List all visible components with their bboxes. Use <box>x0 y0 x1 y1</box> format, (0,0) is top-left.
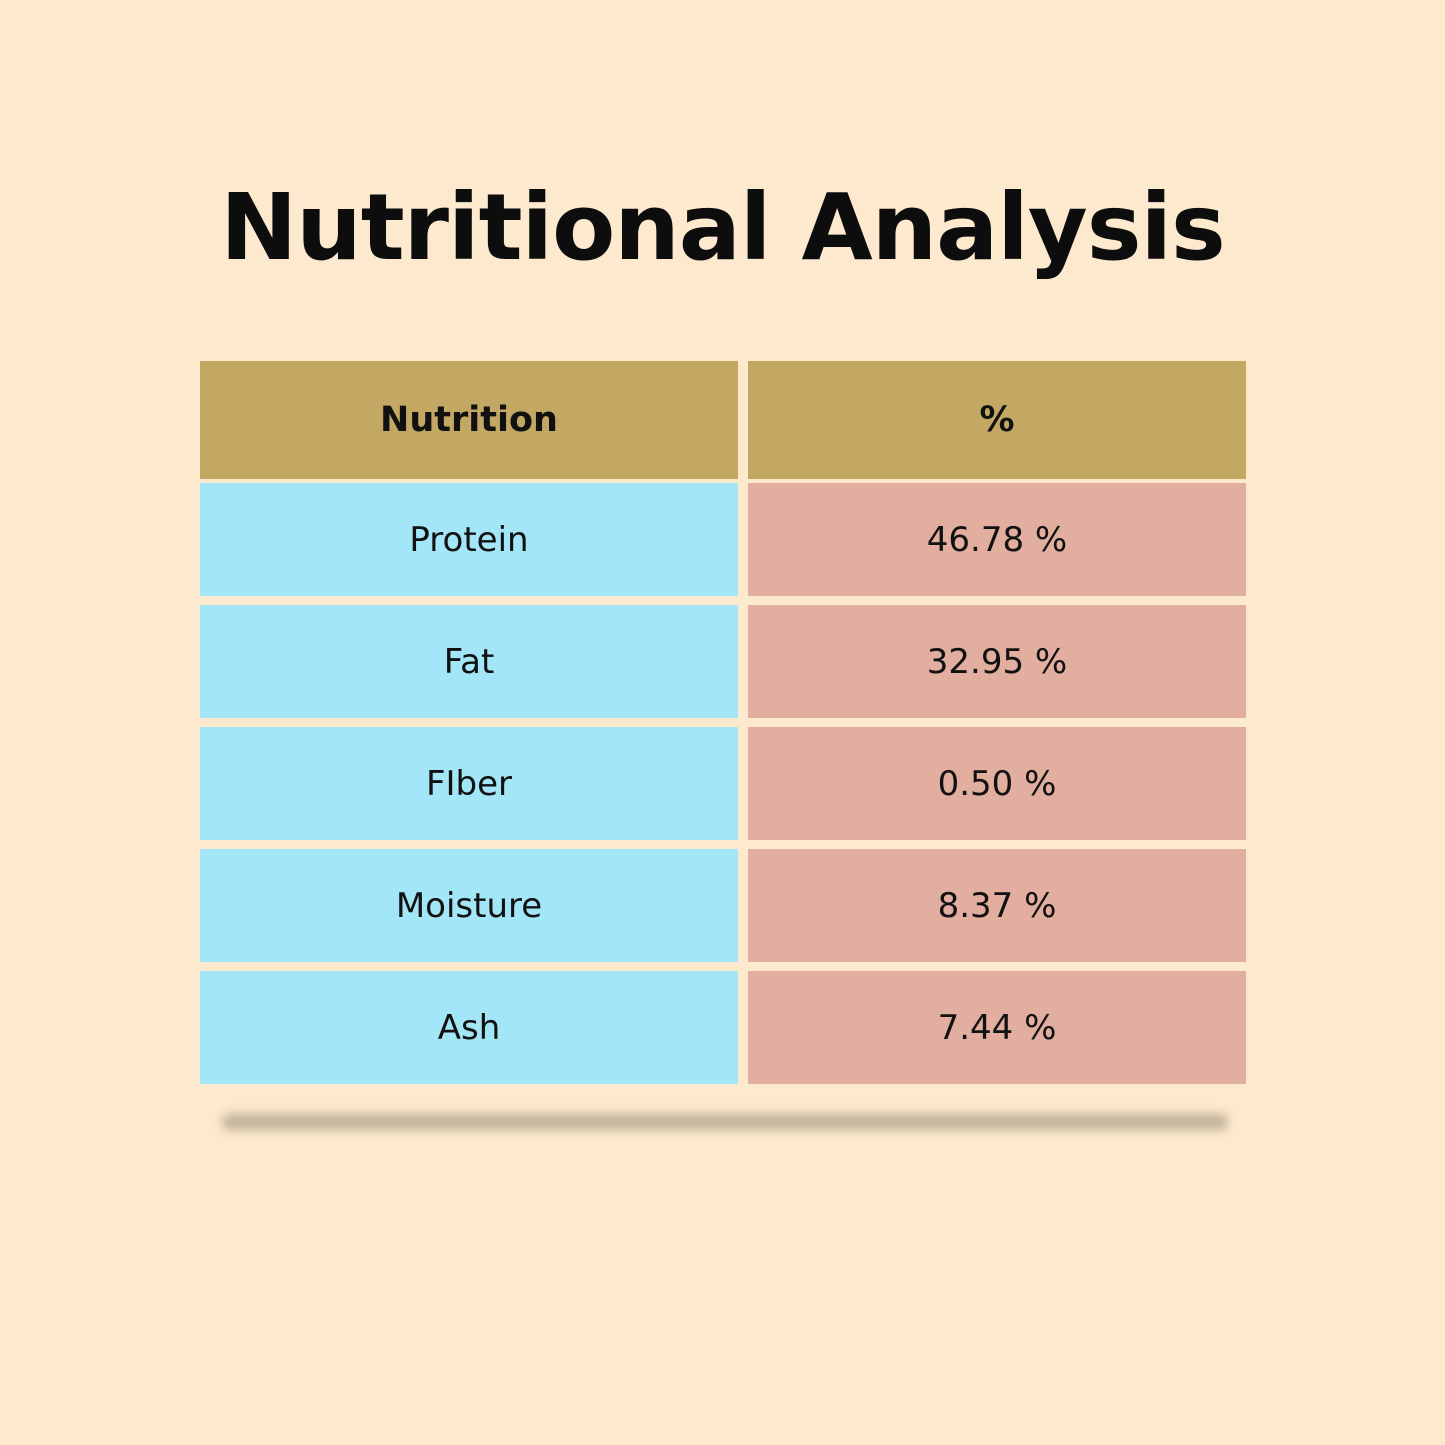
header-percent: % <box>748 361 1246 479</box>
table-row-value: 46.78 % <box>748 483 1246 596</box>
table-row-nutrient: Moisture <box>200 849 738 962</box>
table-row-nutrient: Protein <box>200 483 738 596</box>
page-title: Nutritional Analysis <box>220 174 1226 281</box>
header-nutrition: Nutrition <box>200 361 738 479</box>
table-row-value: 32.95 % <box>748 605 1246 718</box>
table-row-value: 8.37 % <box>748 849 1246 962</box>
table-row-nutrient: Ash <box>200 971 738 1084</box>
nutrition-table: Nutrition % Protein 46.78 % Fat 32.95 % … <box>200 361 1246 1084</box>
table-shadow <box>222 1114 1228 1130</box>
table-row-value: 0.50 % <box>748 727 1246 840</box>
table-row-value: 7.44 % <box>748 971 1246 1084</box>
table-row-nutrient: Fat <box>200 605 738 718</box>
table-row-nutrient: FIber <box>200 727 738 840</box>
